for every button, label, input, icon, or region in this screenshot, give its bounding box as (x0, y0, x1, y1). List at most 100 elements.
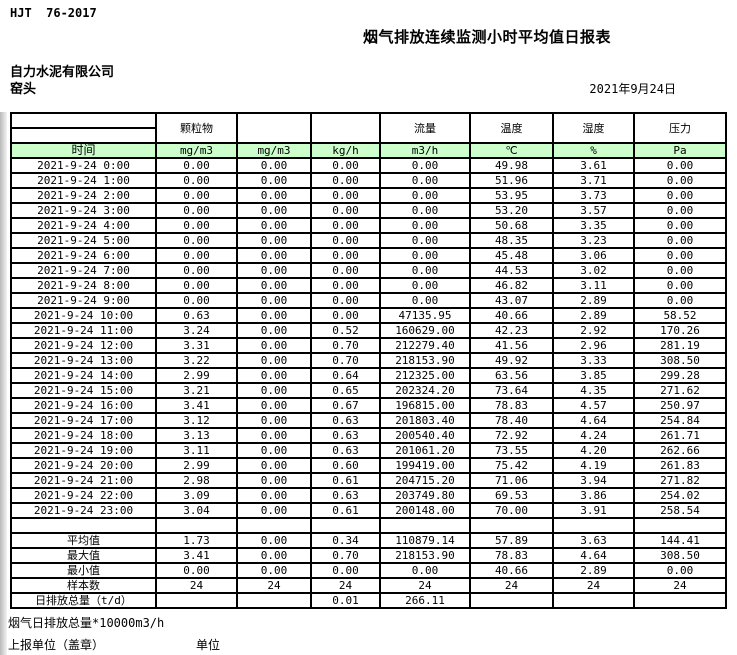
value-cell: 0.00 (310, 157, 381, 174)
time-cell: 2021-9-24 16:00 (10, 397, 157, 414)
value-cell: 254.84 (633, 412, 727, 429)
value-cell: 0.00 (633, 562, 727, 579)
value-cell: 203749.80 (379, 487, 471, 504)
value-cell: 0.00 (633, 232, 727, 249)
col-header-blank-2 (310, 112, 381, 144)
value-cell: 196815.00 (379, 397, 471, 414)
data-row: 2021-9-24 2:00 0.00 0.00 0.00 0.00 53.95 3.73 0… (10, 187, 727, 204)
value-cell: 0.00 (236, 217, 312, 234)
time-cell: 2021-9-24 20:00 (10, 457, 157, 474)
report-date: 2021年9月24日 (589, 82, 676, 96)
unit-cell-pm-mgm3: mg/m3 (155, 142, 238, 159)
value-cell: 0.00 (236, 157, 312, 174)
value-cell: 0.00 (236, 202, 312, 219)
value-cell: 24 (155, 577, 238, 594)
time-cell: 2021-9-24 5:00 (10, 232, 157, 249)
value-cell: 2.92 (552, 322, 635, 339)
data-row: 2021-9-24 16:00 3.41 0.00 0.67 196815.00 78.8… (10, 397, 727, 414)
value-cell: 3.91 (552, 502, 635, 519)
value-cell: 58.52 (633, 307, 727, 324)
value-cell: 271.62 (633, 382, 727, 399)
value-cell: 3.06 (552, 247, 635, 264)
time-cell: 2021-9-24 15:00 (10, 382, 157, 399)
value-cell: 4.64 (552, 547, 635, 564)
value-cell: 0.00 (633, 262, 727, 279)
value-cell: 3.41 (155, 547, 238, 564)
value-cell: 0.00 (155, 247, 238, 264)
value-cell: 0.00 (379, 232, 471, 249)
value-cell: 24 (469, 577, 554, 594)
value-cell: 24 (236, 577, 312, 594)
data-row: 2021-9-24 1:00 0.00 0.00 0.00 0.00 51.96 3.71 0… (10, 172, 727, 189)
data-row: 2021-9-24 5:00 0.00 0.00 0.00 0.00 48.35 3.23 0… (10, 232, 727, 249)
header-blank-top-cell (10, 112, 157, 129)
data-row: 2021-9-24 19:00 3.11 0.00 0.63 201061.20 73.5… (10, 442, 727, 459)
value-cell: 3.13 (155, 427, 238, 444)
value-cell: 2.89 (552, 307, 635, 324)
summary-label: 样本数 (10, 577, 157, 594)
time-cell: 2021-9-24 7:00 (10, 262, 157, 279)
units-row: 时间 mg/m3 mg/m3 kg/h m3/h ℃ % Pa (10, 142, 727, 159)
value-cell: 0.00 (379, 277, 471, 294)
value-cell: 47135.95 (379, 307, 471, 324)
summary-label: 日排放总量（t/d） (10, 592, 157, 609)
value-cell: 43.07 (469, 292, 554, 309)
value-cell: 3.02 (552, 262, 635, 279)
value-cell: 0.00 (633, 172, 727, 189)
value-cell: 0.52 (310, 322, 381, 339)
value-cell: 71.06 (469, 472, 554, 489)
time-cell: 2021-9-24 14:00 (10, 367, 157, 384)
value-cell: 0.00 (236, 412, 312, 429)
value-cell: 281.19 (633, 337, 727, 354)
value-cell: 4.19 (552, 457, 635, 474)
value-cell: 0.00 (310, 562, 381, 579)
time-cell: 2021-9-24 19:00 (10, 442, 157, 459)
value-cell: 0.00 (236, 277, 312, 294)
value-cell (155, 592, 238, 609)
value-cell: 271.82 (633, 472, 727, 489)
time-cell: 2021-9-24 9:00 (10, 292, 157, 309)
value-cell: 261.83 (633, 457, 727, 474)
value-cell: 48.35 (469, 232, 554, 249)
value-cell: 72.92 (469, 427, 554, 444)
reporting-unit-stamp-label: 上报单位（盖章） (8, 638, 105, 652)
value-cell: 4.24 (552, 427, 635, 444)
value-cell: 3.63 (552, 532, 635, 549)
value-cell: 3.57 (552, 202, 635, 219)
value-cell (633, 517, 727, 534)
value-cell: 0.63 (310, 442, 381, 459)
value-cell: 0.00 (155, 277, 238, 294)
value-cell: 4.35 (552, 382, 635, 399)
value-cell: 0.00 (379, 187, 471, 204)
time-cell: 2021-9-24 23:00 (10, 502, 157, 519)
value-cell: 50.68 (469, 217, 554, 234)
value-cell: 3.41 (155, 397, 238, 414)
value-cell: 24 (552, 577, 635, 594)
time-cell: 2021-9-24 6:00 (10, 247, 157, 264)
value-cell: 299.28 (633, 367, 727, 384)
value-cell: 0.00 (379, 562, 471, 579)
value-cell: 24 (379, 577, 471, 594)
value-cell: 57.89 (469, 532, 554, 549)
unit-cell-kgh: kg/h (310, 142, 381, 159)
value-cell: 3.04 (155, 502, 238, 519)
data-row: 2021-9-24 17:00 3.12 0.00 0.63 201803.40 78.4… (10, 412, 727, 429)
value-cell: 0.63 (310, 427, 381, 444)
value-cell: 2.96 (552, 337, 635, 354)
time-cell: 2021-9-24 1:00 (10, 172, 157, 189)
value-cell: 0.00 (236, 442, 312, 459)
separator-cell (10, 517, 157, 534)
value-cell: 0.00 (236, 247, 312, 264)
value-cell: 3.61 (552, 157, 635, 174)
value-cell: 0.00 (236, 397, 312, 414)
value-cell: 0.63 (310, 487, 381, 504)
value-cell: 308.50 (633, 352, 727, 369)
value-cell (469, 592, 554, 609)
value-cell: 0.00 (310, 187, 381, 204)
value-cell: 0.67 (310, 397, 381, 414)
data-row: 2021-9-24 23:00 3.04 0.00 0.61 200148.00 70.0… (10, 502, 727, 519)
time-cell: 2021-9-24 3:00 (10, 202, 157, 219)
summary-label: 平均值 (10, 532, 157, 549)
value-cell: 0.00 (155, 202, 238, 219)
value-cell: 0.00 (310, 232, 381, 249)
